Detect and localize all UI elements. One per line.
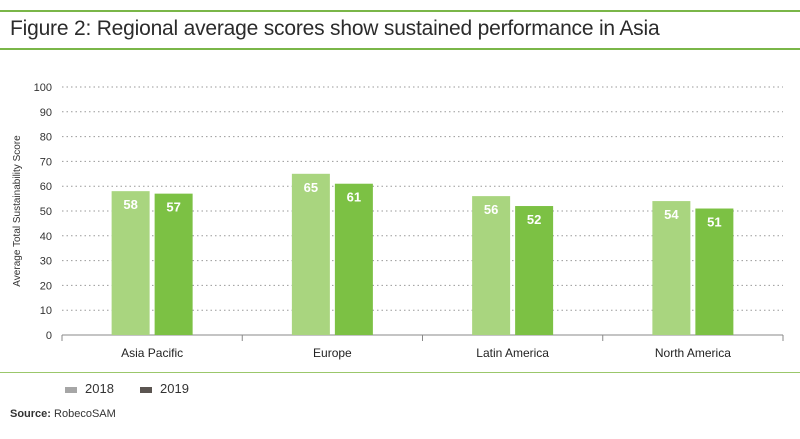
legend-item-2018: 2018	[65, 381, 114, 396]
bar-europe-2019	[334, 183, 373, 335]
x-category-label-3: North America	[655, 346, 731, 360]
y-tick-label-100: 100	[34, 82, 52, 94]
legend-swatch-2018	[65, 386, 77, 393]
bar-asia-pacific-2019	[154, 193, 193, 335]
data-label-asia-pacific-2018: 58	[123, 197, 137, 212]
data-label-latin-america-2019: 52	[527, 212, 541, 227]
bar-latin-america-2018	[472, 196, 511, 335]
bar-north-america-2019	[695, 208, 734, 335]
bar-europe-2018	[291, 173, 330, 335]
y-axis-title: Average Total Sustainability Score	[12, 135, 23, 287]
data-label-north-america-2018: 54	[664, 207, 679, 222]
y-tick-label-30: 30	[40, 256, 52, 268]
legend-item-2019: 2019	[140, 381, 189, 396]
data-label-europe-2019: 61	[347, 190, 361, 205]
y-tick-label-10: 10	[40, 305, 52, 317]
y-tick-label-80: 80	[40, 132, 52, 144]
y-tick-label-40: 40	[40, 231, 52, 243]
bar-north-america-2018	[652, 201, 691, 335]
legend-swatch-2019	[140, 386, 152, 393]
y-tick-label-50: 50	[40, 206, 52, 218]
bar-asia-pacific-2018	[111, 191, 150, 335]
top-rule	[0, 10, 800, 12]
data-label-europe-2018: 65	[304, 180, 318, 195]
source-text: RobecoSAM	[54, 408, 116, 420]
source-label: Source:	[10, 408, 51, 420]
y-tick-label-20: 20	[40, 280, 52, 292]
x-category-label-0: Asia Pacific	[121, 346, 183, 360]
figure-title: Figure 2: Regional average scores show s…	[10, 17, 660, 40]
legend-rule	[0, 372, 800, 373]
legend-label-2018: 2018	[85, 381, 114, 396]
y-tick-label-70: 70	[40, 156, 52, 168]
data-label-latin-america-2018: 56	[484, 202, 498, 217]
title-rule	[0, 48, 800, 50]
y-tick-label-60: 60	[40, 181, 52, 193]
x-category-label-2: Latin America	[476, 346, 549, 360]
data-label-north-america-2019: 51	[707, 215, 721, 230]
y-tick-label-90: 90	[40, 107, 52, 119]
y-tick-label-0: 0	[46, 330, 52, 342]
data-label-asia-pacific-2019: 57	[166, 200, 180, 215]
x-category-label-1: Europe	[313, 346, 352, 360]
source-note: Source: RobecoSAM	[10, 408, 116, 420]
legend-label-2019: 2019	[160, 381, 189, 396]
bar-latin-america-2019	[515, 206, 554, 335]
bar-chart: 0 10 20 30 40 50 60 70 80 90 100 Average Total Sust…	[12, 82, 784, 360]
